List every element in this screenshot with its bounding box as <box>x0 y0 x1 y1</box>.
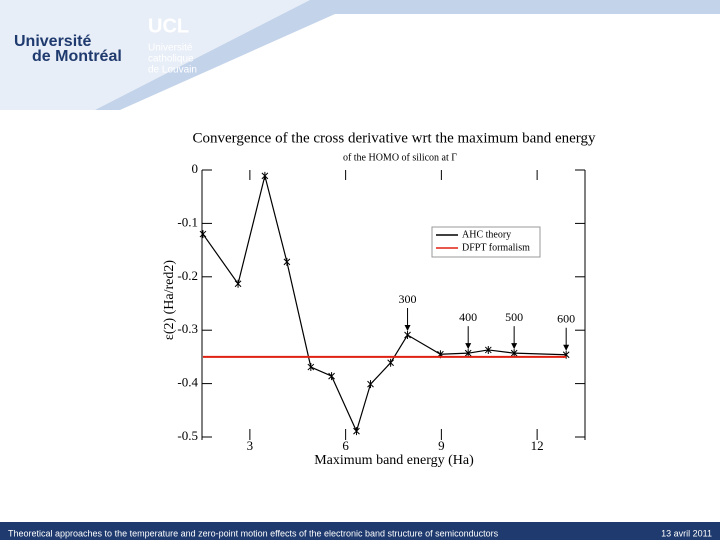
annotation-arrowhead <box>563 344 570 351</box>
marker <box>283 257 291 266</box>
logo-text: de Louvain <box>148 65 197 76</box>
x-axis-label: Maximum band energy (Ha) <box>314 453 474 468</box>
annotation: 500 <box>505 310 523 324</box>
header-band <box>0 0 720 110</box>
logo-text: Université <box>14 33 91 50</box>
y-tick-label: -0.1 <box>177 214 198 229</box>
marker <box>307 363 315 372</box>
y-tick-label: -0.2 <box>177 268 198 283</box>
x-tick-label: 6 <box>342 438 349 453</box>
series-line <box>202 175 567 433</box>
footer-text: Theoretical approaches to the temperatur… <box>8 528 499 538</box>
marker <box>510 349 518 358</box>
legend-label: AHC theory <box>462 229 511 240</box>
logo-text: Université <box>148 43 193 54</box>
chart-title: Convergence of the cross derivative wrt … <box>192 130 596 146</box>
marker <box>234 279 242 288</box>
marker <box>353 427 360 436</box>
x-tick-label: 9 <box>438 438 445 453</box>
marker <box>367 380 374 389</box>
marker <box>404 331 411 340</box>
marker <box>464 349 472 358</box>
annotation-arrowhead <box>511 343 518 350</box>
marker <box>328 372 335 381</box>
logo-text: de Montréal <box>32 48 122 65</box>
logo-text: UCL <box>148 15 189 37</box>
marker <box>387 358 394 367</box>
annotation: 400 <box>459 310 477 324</box>
legend-box <box>431 226 541 258</box>
x-tick-label: 3 <box>247 438 254 453</box>
y-tick-label: -0.3 <box>177 321 198 336</box>
annotation: 600 <box>557 312 575 326</box>
chart-subtitle: of the HOMO of silicon at Γ <box>343 152 457 163</box>
marker <box>261 171 269 180</box>
y-axis-label: ε(2) (Ha/red2) <box>162 260 177 340</box>
y-tick-label: -0.5 <box>177 428 198 443</box>
legend-label: DFPT formalism <box>462 242 530 253</box>
annotation: 300 <box>399 292 417 306</box>
logo-text: catholique <box>148 54 194 65</box>
x-tick-label: 12 <box>531 438 544 453</box>
annotation-arrowhead <box>465 343 472 350</box>
marker <box>484 345 492 354</box>
annotation-arrowhead <box>404 325 411 332</box>
y-tick-label: -0.4 <box>177 375 198 390</box>
header-diagonal <box>95 0 720 110</box>
marker <box>199 230 207 239</box>
footer-bar <box>0 522 720 540</box>
footer-date: 13 avril 2011 <box>661 528 712 538</box>
y-tick-label: 0 <box>192 161 199 176</box>
